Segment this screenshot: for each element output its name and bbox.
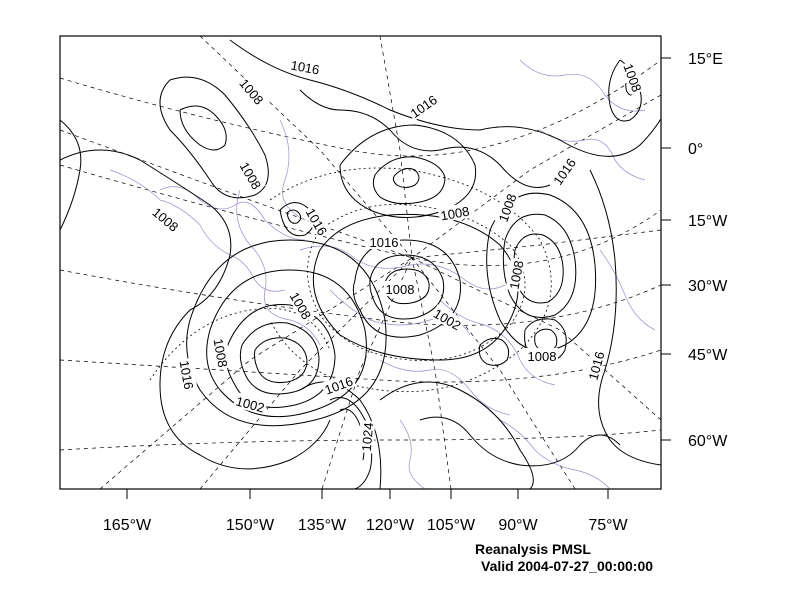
- dashed-contours: [149, 167, 552, 393]
- map-frame: [59, 35, 662, 490]
- contour-label: 1008: [236, 73, 269, 109]
- bottom-axis-ticks: 165°W 150°W 135°W 120°W 105°W 90°W 75°W: [103, 489, 629, 534]
- contour-label: 1008: [494, 189, 520, 226]
- valid-time: Valid 2004-07-27_00:00:00: [481, 558, 654, 574]
- contour-label-text: 1002: [234, 394, 266, 416]
- contour-label-text: 1008: [211, 337, 231, 368]
- contour-label: 1016: [368, 234, 400, 250]
- contour-labels: 1016 1008 1016 1008 1008 1016 1008 1016 1008 1008…: [148, 56, 646, 454]
- longitude-label: 165°W: [103, 517, 152, 534]
- contour-label: 1002: [232, 392, 268, 416]
- map-axes: 165°W 150°W 135°W 120°W 105°W 90°W 75°W 15°E 0°…: [103, 51, 728, 534]
- coastlines: [109, 59, 656, 489]
- contour-label-text: 1008: [620, 62, 644, 94]
- isobar-lines: [60, 39, 661, 489]
- longitude-label: 90°W: [498, 517, 538, 534]
- contour-label-text: 1008: [439, 204, 470, 224]
- contour-label: 1008: [384, 281, 416, 297]
- latitude-label: 15°W: [688, 213, 728, 230]
- contour-label-text: 1008: [496, 192, 520, 224]
- contour-label-text: 1016: [323, 374, 355, 398]
- map-title: Reanalysis PMSL: [475, 541, 591, 557]
- right-axis-ticks: 15°E 0° 15°W 30°W 45°W 60°W: [661, 51, 728, 450]
- contour-label: 1016: [584, 348, 608, 384]
- graticule-lines: [60, 36, 661, 489]
- latitude-label: 15°E: [688, 51, 723, 68]
- contour-label-text: 1016: [177, 359, 197, 390]
- contour-label-text: 1016: [370, 235, 399, 250]
- longitude-label: 135°W: [298, 517, 347, 534]
- longitude-label: 150°W: [226, 517, 275, 534]
- map-plot-area: 1016 1008 1016 1008 1008 1016 1008 1016 1008 1008…: [60, 36, 661, 489]
- contour-label-text: 1008: [507, 259, 527, 290]
- contour-label-text: 1016: [290, 58, 321, 78]
- latitude-label: 45°W: [688, 347, 728, 364]
- longitude-label: 105°W: [427, 517, 476, 534]
- contour-label: 1008: [237, 157, 266, 193]
- contour-label: 1008: [505, 257, 527, 292]
- contour-label: 1008: [526, 348, 558, 364]
- contour-label: 1008: [211, 335, 232, 370]
- contour-label: 1016: [548, 153, 580, 189]
- longitude-label: 120°W: [366, 517, 415, 534]
- contour-label: 1016: [320, 372, 357, 398]
- contour-label: 1016: [177, 357, 198, 392]
- latitude-label: 0°: [688, 141, 703, 158]
- contour-label-text: 1008: [386, 282, 415, 297]
- latitude-label: 60°W: [688, 433, 728, 450]
- contour-label: 1016: [288, 56, 323, 78]
- contour-label-text: 1024: [359, 422, 376, 452]
- latitude-label: 30°W: [688, 278, 728, 295]
- contour-label: 1008: [620, 59, 646, 96]
- longitude-label: 75°W: [588, 517, 628, 534]
- contour-label: 1002: [430, 304, 466, 333]
- contour-label: 1008: [437, 202, 472, 224]
- contour-label-text: 1016: [586, 350, 608, 382]
- contour-label: 1024: [357, 420, 376, 454]
- contour-label-text: 1008: [528, 349, 557, 364]
